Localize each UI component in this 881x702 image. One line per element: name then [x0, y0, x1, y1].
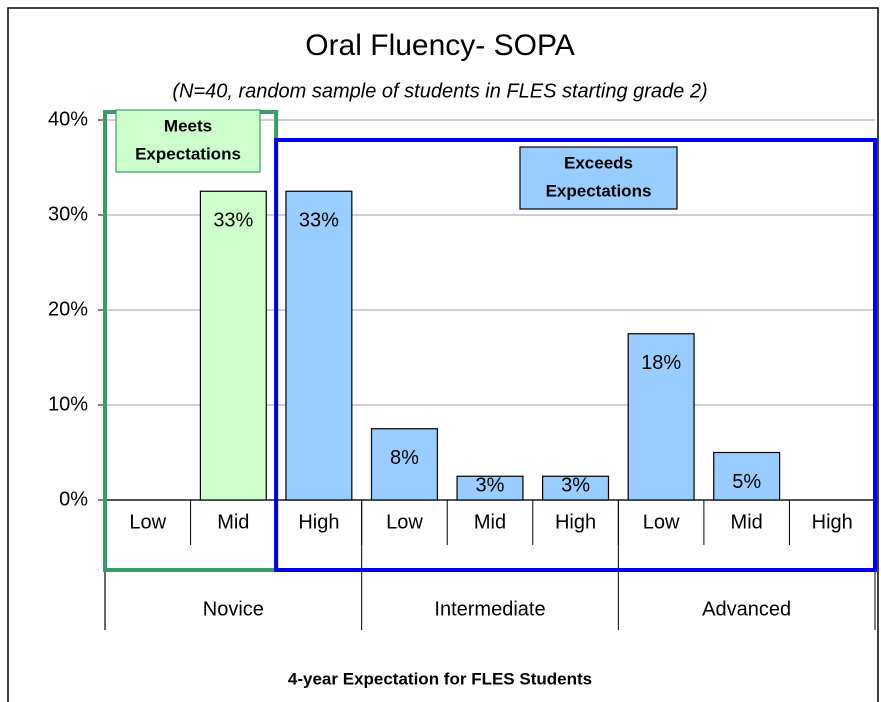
x-tick-label: Low [643, 511, 680, 533]
chart-subtitle: (N=40, random sample of students in FLES… [172, 80, 707, 102]
y-tick-label: 0% [59, 488, 88, 510]
x-tick-label: High [555, 511, 596, 533]
bar [199, 190, 267, 501]
bar [456, 475, 524, 501]
group-label: Novice [203, 598, 264, 620]
data-label: 33% [299, 210, 339, 232]
data-label: 33% [213, 210, 253, 232]
data-label: 5% [732, 471, 761, 493]
x-axis-title: 4-year Expectation for FLES Students [288, 669, 592, 688]
data-label: 8% [390, 447, 419, 469]
data-label: 18% [641, 352, 681, 374]
x-tick-label: Mid [731, 511, 763, 533]
y-tick-label: 10% [48, 393, 88, 415]
bar [627, 333, 695, 501]
y-tick-label: 40% [48, 108, 88, 130]
y-tick-label: 20% [48, 298, 88, 320]
group-label: Advanced [702, 598, 791, 620]
annotation-box [519, 146, 678, 210]
bar [370, 428, 438, 501]
x-tick-label: High [298, 511, 339, 533]
annotation-text: Expectations [135, 144, 241, 163]
y-tick-label: 30% [48, 203, 88, 225]
x-tick-label: High [812, 511, 853, 533]
group-label: Intermediate [434, 598, 545, 620]
annotation-text: Meets [164, 116, 212, 135]
x-tick-label: Mid [474, 511, 506, 533]
x-tick-label: Low [386, 511, 423, 533]
x-tick-label: Mid [217, 511, 249, 533]
annotation-box [115, 109, 261, 173]
bar [285, 190, 353, 501]
data-label: 3% [561, 474, 590, 496]
annotation-text: Exceeds [564, 153, 633, 172]
chart-title: Oral Fluency- SOPA [305, 29, 575, 62]
bar [542, 475, 610, 501]
x-tick-label: Low [129, 511, 166, 533]
bar [713, 451, 781, 501]
data-label: 3% [476, 474, 505, 496]
annotation-text: Expectations [546, 181, 652, 200]
annotation-outline [274, 138, 878, 572]
